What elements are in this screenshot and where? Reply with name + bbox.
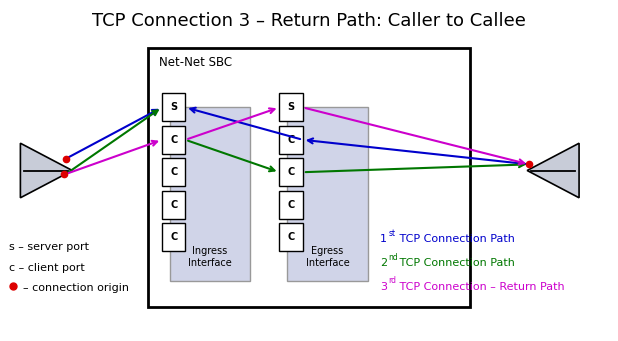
Bar <box>279 191 303 219</box>
Bar <box>162 158 185 186</box>
Bar <box>162 223 185 251</box>
Text: C: C <box>170 135 177 145</box>
Polygon shape <box>20 143 72 198</box>
Polygon shape <box>527 143 579 198</box>
Text: s – server port: s – server port <box>9 242 89 252</box>
Bar <box>170 107 250 281</box>
Text: st: st <box>388 229 396 238</box>
Bar <box>279 223 303 251</box>
Text: 2: 2 <box>380 258 387 268</box>
Text: 3: 3 <box>380 282 387 292</box>
Text: C: C <box>287 167 295 177</box>
Text: TCP Connection – Return Path: TCP Connection – Return Path <box>396 282 565 292</box>
Text: S: S <box>170 102 177 113</box>
Text: TCP Connection Path: TCP Connection Path <box>396 234 515 244</box>
Text: C: C <box>287 232 295 242</box>
Text: nd: nd <box>388 253 398 262</box>
Text: 1: 1 <box>380 234 387 244</box>
Bar <box>287 107 368 281</box>
Bar <box>279 126 303 154</box>
Text: Net-Net SBC: Net-Net SBC <box>159 56 232 69</box>
Text: C: C <box>170 199 177 210</box>
Text: – connection origin: – connection origin <box>23 283 129 293</box>
Text: C: C <box>170 232 177 242</box>
Text: S: S <box>287 102 295 113</box>
Text: c – client port: c – client port <box>9 263 85 272</box>
Text: C: C <box>287 135 295 145</box>
Text: rd: rd <box>388 277 396 285</box>
Bar <box>148 48 470 307</box>
Text: C: C <box>287 199 295 210</box>
Bar <box>162 191 185 219</box>
Text: Ingress
Interface: Ingress Interface <box>188 246 232 268</box>
Bar <box>162 93 185 121</box>
Text: TCP Connection 3 – Return Path: Caller to Callee: TCP Connection 3 – Return Path: Caller t… <box>92 12 526 30</box>
Text: Egress
Interface: Egress Interface <box>306 246 349 268</box>
Bar <box>162 126 185 154</box>
Text: C: C <box>170 167 177 177</box>
Text: TCP Connection Path: TCP Connection Path <box>396 258 515 268</box>
Bar <box>279 158 303 186</box>
Bar <box>279 93 303 121</box>
